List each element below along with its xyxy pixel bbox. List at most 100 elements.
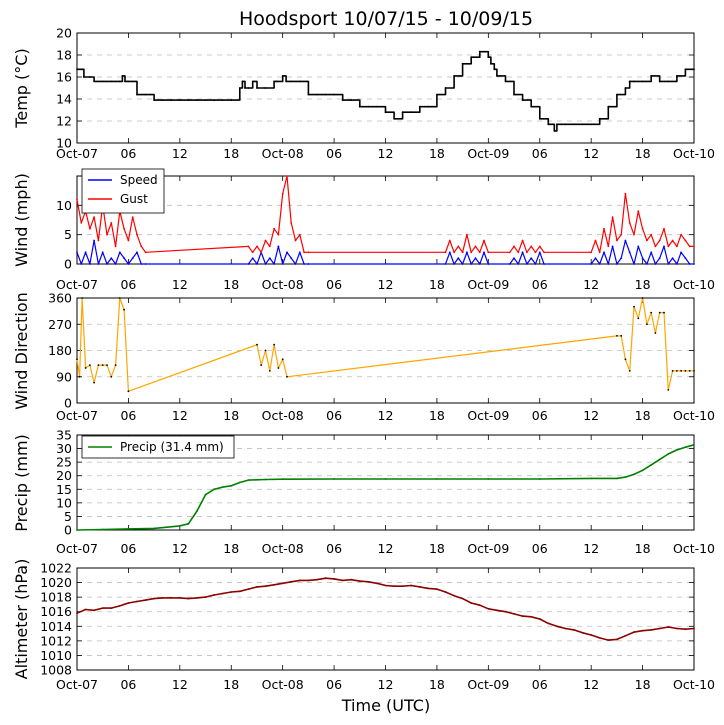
x-tick-label: 12 (172, 541, 188, 556)
x-tick-label: 18 (223, 146, 239, 161)
data-point (667, 245, 670, 248)
y-tick-label: 1014 (40, 619, 72, 634)
axes-frame (76, 297, 695, 404)
data-point (140, 263, 143, 265)
data-point (444, 591, 447, 593)
data-point (367, 580, 370, 583)
axes-frame (76, 434, 695, 531)
data-point (628, 370, 631, 372)
data-point (97, 263, 100, 265)
data-point (633, 473, 635, 476)
x-tick-label: 12 (583, 146, 599, 161)
data-point (616, 263, 618, 265)
data-point (624, 634, 627, 637)
data-point (521, 239, 524, 242)
panel-temp: 10 12 14 16 18 20 Oct-07 06 12 18 Oct-08 06 12 18 Oct-… (12, 26, 715, 162)
data-point (620, 233, 623, 236)
data-point (89, 364, 91, 366)
data-point (658, 311, 661, 314)
data-point (264, 585, 267, 588)
x-tick-label: 18 (223, 541, 239, 556)
data-point (264, 263, 267, 265)
data-point (607, 245, 610, 248)
data-point (247, 87, 250, 89)
data-point (136, 93, 138, 96)
data-point (114, 245, 117, 248)
data-point (624, 87, 627, 89)
data-point (358, 580, 361, 582)
data-point (281, 192, 284, 195)
data-point (84, 367, 87, 369)
data-point (487, 56, 490, 59)
data-point (478, 263, 481, 265)
data-point (273, 227, 275, 230)
data-point (521, 615, 524, 617)
data-point (620, 335, 623, 337)
x-tick-label: Oct-10 (673, 277, 715, 292)
data-point (461, 597, 464, 600)
data-point (221, 99, 224, 101)
data-point (676, 263, 678, 265)
data-point (620, 257, 623, 259)
x-tick-label: 18 (429, 541, 445, 556)
data-point (350, 99, 353, 101)
data-point (123, 227, 125, 230)
data-point (556, 625, 558, 628)
x-tick-label: 12 (583, 677, 599, 692)
x-tick-label: 06 (532, 277, 548, 292)
data-point (671, 239, 674, 242)
data-point (650, 464, 653, 466)
data-point (444, 251, 447, 254)
data-point (290, 257, 293, 259)
data-point (654, 245, 657, 248)
data-point (144, 251, 147, 254)
data-point (153, 99, 156, 101)
data-point (496, 609, 498, 612)
y-tick-label: 1016 (40, 604, 72, 619)
x-tick-label: Oct-08 (262, 677, 304, 692)
x-tick-label: Oct-07 (56, 277, 98, 292)
data-point (110, 375, 113, 378)
data-point (76, 68, 78, 71)
legend: Precip (31.4 mm) (81, 435, 235, 459)
data-point (530, 105, 533, 108)
data-point (663, 311, 665, 314)
data-point (101, 364, 104, 366)
data-point (474, 245, 477, 248)
data-point (298, 579, 301, 582)
data-point (538, 245, 541, 248)
x-tick-label: Oct-08 (262, 146, 304, 161)
x-tick-label: Oct-10 (673, 541, 715, 556)
data-point (603, 227, 605, 230)
data-point (461, 62, 464, 65)
data-point (530, 615, 533, 618)
data-point (260, 251, 263, 254)
legend-box (81, 168, 165, 214)
data-point (684, 239, 687, 242)
data-point (178, 99, 181, 101)
data-point (76, 529, 78, 531)
data-point (684, 628, 687, 631)
x-tick-label: 12 (583, 541, 599, 556)
data-point (654, 263, 657, 265)
data-point (487, 478, 490, 480)
data-point (650, 75, 653, 77)
data-point (303, 263, 305, 265)
data-point (82, 68, 84, 71)
data-point (436, 93, 438, 96)
data-point (534, 263, 537, 265)
data-point (680, 370, 682, 372)
data-point (470, 56, 473, 59)
data-point (466, 251, 468, 254)
x-tick-label: Oct-07 (56, 677, 98, 692)
data-point (598, 263, 601, 265)
data-point (641, 257, 644, 259)
data-point (453, 594, 455, 597)
data-point (483, 251, 485, 254)
data-point (298, 80, 301, 83)
data-point (93, 381, 95, 384)
data-point (616, 638, 618, 641)
x-tick-label: 06 (326, 677, 342, 692)
data-point (221, 592, 224, 595)
